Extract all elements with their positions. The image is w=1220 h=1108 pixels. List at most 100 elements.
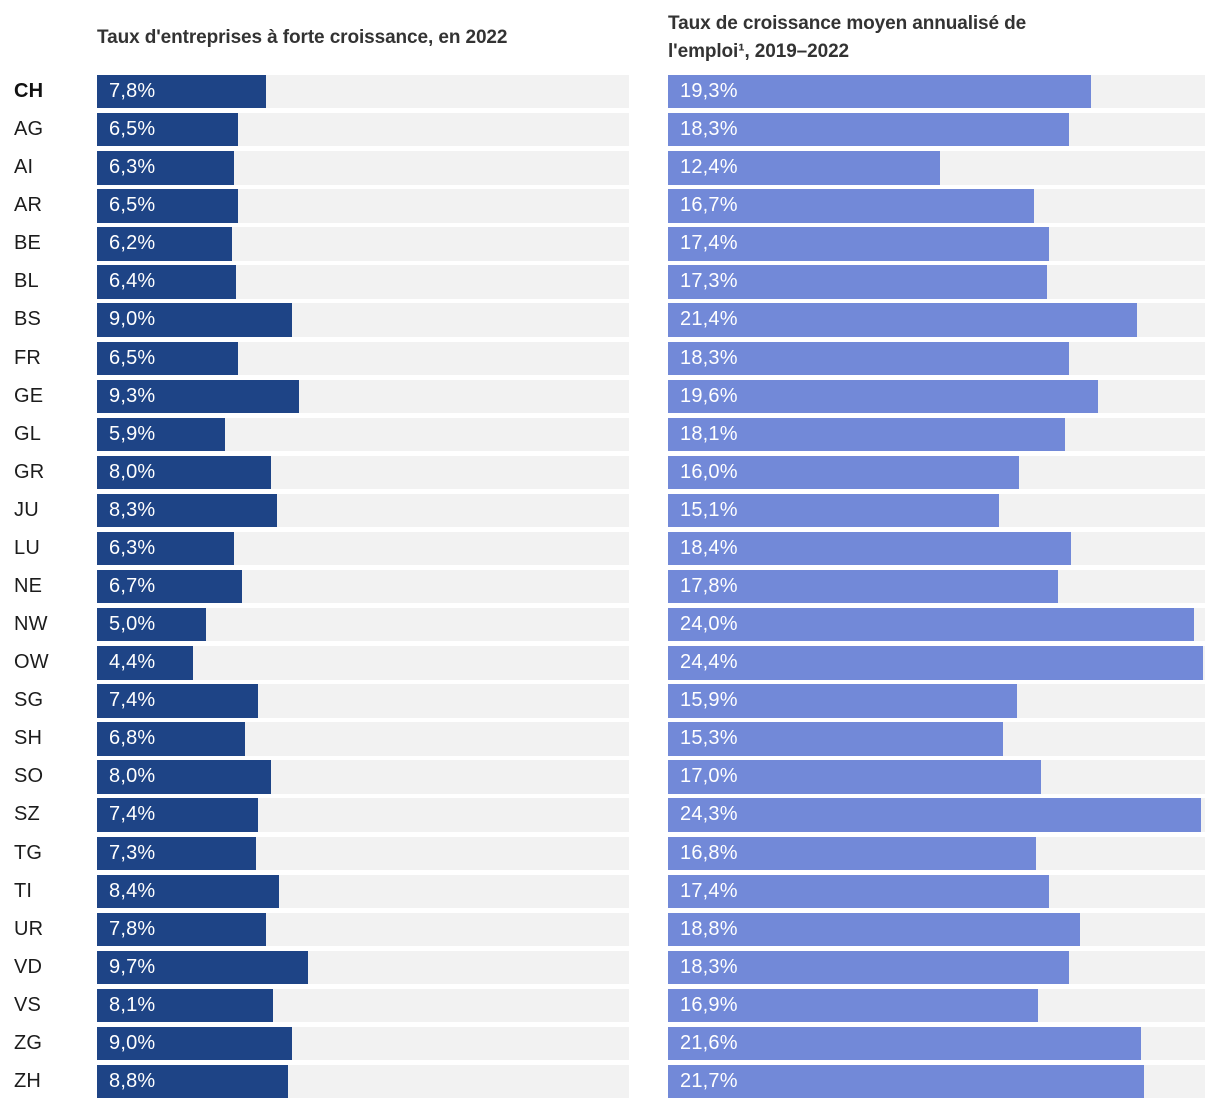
high-growth-rate-track: 8,8% bbox=[97, 1065, 629, 1099]
bar-value-label: 7,8% bbox=[109, 80, 156, 102]
employment-growth-track: 18,1% bbox=[668, 417, 1205, 452]
high-growth-rate-track: 6,3% bbox=[97, 151, 629, 185]
bar-value-label: 6,3% bbox=[109, 536, 156, 559]
right-chart-title-line2: l'emploi¹, 2019–2022 bbox=[668, 40, 850, 62]
high-growth-rate-track: 7,4% bbox=[97, 684, 629, 718]
bar-value-label: 6,3% bbox=[109, 156, 156, 179]
high-growth-rate-bar: 6,4% bbox=[97, 265, 236, 299]
bar-value-label: 5,9% bbox=[109, 422, 156, 445]
employment-growth-bar: 16,9% bbox=[668, 988, 1039, 1023]
bar-value-label: 18,3% bbox=[680, 955, 738, 978]
high-growth-rate-track: 7,4% bbox=[97, 798, 629, 832]
employment-growth-bar: 15,1% bbox=[668, 493, 999, 528]
canton-label: AG bbox=[14, 118, 44, 141]
employment-growth-bar: 16,7% bbox=[668, 189, 1035, 223]
bar-value-label: 18,4% bbox=[680, 536, 738, 559]
canton-label: ZH bbox=[14, 1070, 42, 1093]
canton-row: GL 5,9% 18,1% bbox=[14, 417, 1205, 452]
high-growth-rate-track: 9,0% bbox=[97, 1026, 629, 1061]
column-gap bbox=[629, 227, 668, 260]
high-growth-rate-track: 6,5% bbox=[97, 189, 629, 223]
column-gap bbox=[629, 303, 668, 336]
canton-row: AG 6,5% 18,3% bbox=[14, 113, 1205, 147]
high-growth-rate-track: 9,7% bbox=[97, 950, 629, 985]
employment-growth-track: 18,3% bbox=[668, 341, 1205, 375]
employment-growth-track: 17,4% bbox=[668, 874, 1205, 909]
employment-growth-track: 16,9% bbox=[668, 988, 1205, 1023]
canton-label: ZG bbox=[14, 1031, 43, 1054]
bar-value-label: 9,7% bbox=[109, 955, 156, 978]
canton-label: GE bbox=[14, 384, 44, 407]
employment-growth-track: 24,4% bbox=[668, 646, 1205, 680]
bar-value-label: 17,8% bbox=[680, 575, 738, 598]
employment-growth-bar: 24,4% bbox=[668, 646, 1203, 680]
bar-value-label: 15,9% bbox=[680, 689, 738, 712]
canton-row: SO 8,0% 17,0% bbox=[14, 760, 1205, 794]
canton-label: NE bbox=[14, 575, 43, 598]
right-chart-title: Taux de croissance moyen annualisé de l'… bbox=[668, 10, 1026, 66]
bar-value-label: 7,4% bbox=[109, 803, 156, 826]
employment-growth-track: 18,3% bbox=[668, 113, 1205, 147]
high-growth-rate-track: 6,5% bbox=[97, 113, 629, 147]
high-growth-rate-track: 6,7% bbox=[97, 570, 629, 604]
canton-label: SO bbox=[14, 765, 44, 788]
employment-growth-track: 12,4% bbox=[668, 151, 1205, 185]
employment-growth-bar: 15,3% bbox=[668, 722, 1004, 756]
bar-value-label: 6,8% bbox=[109, 727, 156, 750]
bar-value-label: 24,0% bbox=[680, 613, 738, 636]
high-growth-rate-track: 7,3% bbox=[97, 836, 629, 870]
employment-growth-bar: 16,8% bbox=[668, 836, 1037, 870]
column-gap bbox=[629, 342, 668, 375]
bar-value-label: 7,3% bbox=[109, 841, 156, 864]
canton-row: TI 8,4% 17,4% bbox=[14, 874, 1205, 909]
employment-growth-track: 18,4% bbox=[668, 531, 1205, 566]
bar-value-label: 6,5% bbox=[109, 118, 156, 141]
high-growth-rate-track: 5,0% bbox=[97, 608, 629, 642]
employment-growth-track: 21,6% bbox=[668, 1026, 1205, 1061]
employment-growth-bar: 17,8% bbox=[668, 570, 1059, 604]
high-growth-rate-track: 9,0% bbox=[97, 303, 629, 337]
high-growth-rate-track: 7,8% bbox=[97, 75, 629, 109]
canton-label: VS bbox=[14, 993, 42, 1016]
canton-row: SZ 7,4% 24,3% bbox=[14, 798, 1205, 832]
canton-label: TG bbox=[14, 841, 43, 864]
bar-value-label: 16,9% bbox=[680, 993, 738, 1016]
employment-growth-bar: 18,3% bbox=[668, 113, 1070, 147]
bar-value-label: 16,0% bbox=[680, 460, 738, 483]
canton-label: AR bbox=[14, 194, 43, 217]
high-growth-rate-bar: 6,5% bbox=[97, 189, 239, 223]
bar-value-label: 6,2% bbox=[109, 232, 156, 255]
canton-label: NW bbox=[14, 613, 48, 636]
high-growth-rate-bar: 7,8% bbox=[97, 75, 267, 109]
high-growth-rate-track: 7,8% bbox=[97, 912, 629, 947]
canton-row: TG 7,3% 16,8% bbox=[14, 836, 1205, 870]
employment-growth-bar: 24,3% bbox=[668, 798, 1201, 832]
column-gap bbox=[629, 570, 668, 603]
high-growth-rate-bar: 8,0% bbox=[97, 455, 271, 490]
column-gap bbox=[629, 113, 668, 146]
canton-row: UR 7,8% 18,8% bbox=[14, 912, 1205, 947]
bar-value-label: 16,8% bbox=[680, 841, 738, 864]
canton-row: ZH 8,8% 21,7% bbox=[14, 1065, 1205, 1099]
chart-headers: Taux d'entreprises à forte croissance, e… bbox=[14, 0, 1205, 75]
high-growth-rate-bar: 6,3% bbox=[97, 531, 234, 566]
column-gap bbox=[629, 75, 668, 108]
bar-value-label: 19,3% bbox=[680, 80, 738, 102]
high-growth-rate-bar: 7,3% bbox=[97, 836, 256, 870]
canton-label: JU bbox=[14, 498, 39, 521]
employment-growth-bar: 21,6% bbox=[668, 1026, 1142, 1061]
bar-value-label: 18,8% bbox=[680, 917, 738, 940]
high-growth-rate-track: 8,0% bbox=[97, 760, 629, 794]
header-spacer bbox=[14, 0, 97, 75]
canton-label: GR bbox=[14, 460, 45, 483]
left-chart-title: Taux d'entreprises à forte croissance, e… bbox=[97, 26, 508, 48]
bar-value-label: 6,5% bbox=[109, 346, 156, 369]
column-gap bbox=[629, 1065, 668, 1098]
header-gap bbox=[629, 0, 668, 75]
bar-value-label: 21,4% bbox=[680, 308, 738, 331]
column-gap bbox=[629, 951, 668, 984]
employment-growth-bar: 18,4% bbox=[668, 531, 1072, 566]
column-gap bbox=[629, 265, 668, 298]
canton-label: UR bbox=[14, 917, 44, 940]
